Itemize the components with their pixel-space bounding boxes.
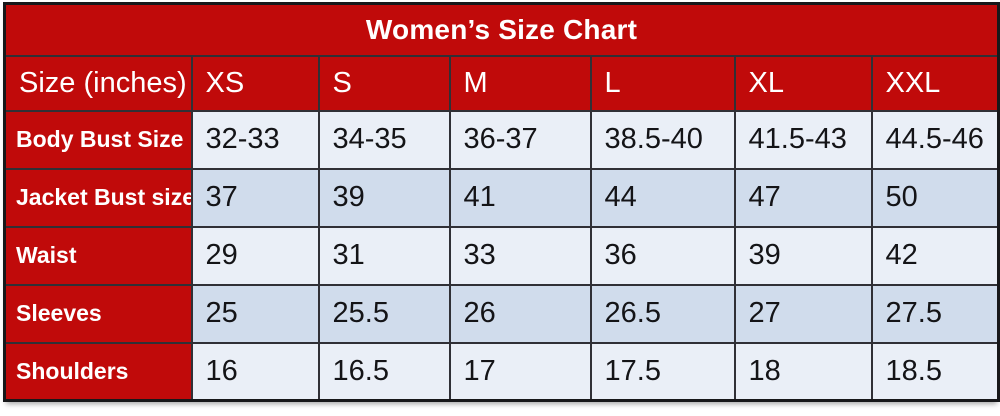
column-header-xxl: XXL <box>870 54 1000 112</box>
cell-shoulders-l: 17.5 <box>589 341 736 402</box>
cell-jacket-bust-xs: 37 <box>190 167 320 228</box>
cell-jacket-bust-m: 41 <box>448 167 592 228</box>
table-row-body-bust-size: Body Bust Size 32-33 34-35 36-37 38.5-40… <box>3 109 1000 170</box>
cell-shoulders-xs: 16 <box>190 341 320 402</box>
cell-sleeves-xxl: 27.5 <box>870 283 1000 344</box>
cell-jacket-bust-s: 39 <box>317 167 451 228</box>
cell-sleeves-m: 26 <box>448 283 592 344</box>
row-label-sleeves: Sleeves <box>3 283 193 344</box>
cell-waist-xs: 29 <box>190 225 320 286</box>
cell-body-bust-m: 36-37 <box>448 109 592 170</box>
table-row-jacket-bust-size: Jacket Bust size 37 39 41 44 47 50 <box>3 167 1000 228</box>
cell-shoulders-xxl: 18.5 <box>870 341 1000 402</box>
row-label-jacket-bust-size: Jacket Bust size <box>3 167 193 228</box>
column-header-m: M <box>448 54 592 112</box>
table-row-shoulders: Shoulders 16 16.5 17 17.5 18 18.5 <box>3 341 1000 402</box>
column-header-xs: XS <box>190 54 320 112</box>
cell-jacket-bust-l: 44 <box>589 167 736 228</box>
cell-sleeves-xs: 25 <box>190 283 320 344</box>
table-row-sleeves: Sleeves 25 25.5 26 26.5 27 27.5 <box>3 283 1000 344</box>
womens-size-chart-table: Women’s Size Chart Size (inches) XS S M … <box>3 2 1000 402</box>
cell-waist-xxl: 42 <box>870 225 1000 286</box>
column-header-l: L <box>589 54 736 112</box>
cell-shoulders-s: 16.5 <box>317 341 451 402</box>
cell-body-bust-l: 38.5-40 <box>589 109 736 170</box>
cell-sleeves-xl: 27 <box>733 283 873 344</box>
row-label-waist: Waist <box>3 225 193 286</box>
cell-sleeves-l: 26.5 <box>589 283 736 344</box>
cell-waist-s: 31 <box>317 225 451 286</box>
cell-shoulders-m: 17 <box>448 341 592 402</box>
column-header-xl: XL <box>733 54 873 112</box>
cell-sleeves-s: 25.5 <box>317 283 451 344</box>
cell-waist-l: 36 <box>589 225 736 286</box>
cell-waist-m: 33 <box>448 225 592 286</box>
column-header-s: S <box>317 54 451 112</box>
table-row-waist: Waist 29 31 33 36 39 42 <box>3 225 1000 286</box>
table-title-row: Women’s Size Chart <box>3 2 1000 57</box>
cell-body-bust-xs: 32-33 <box>190 109 320 170</box>
column-header-size-inches: Size (inches) <box>3 54 193 112</box>
row-label-shoulders: Shoulders <box>3 341 193 402</box>
cell-jacket-bust-xl: 47 <box>733 167 873 228</box>
cell-shoulders-xl: 18 <box>733 341 873 402</box>
table-title: Women’s Size Chart <box>3 2 1000 57</box>
cell-waist-xl: 39 <box>733 225 873 286</box>
cell-jacket-bust-xxl: 50 <box>870 167 1000 228</box>
row-label-body-bust-size: Body Bust Size <box>3 109 193 170</box>
cell-body-bust-xxl: 44.5-46 <box>870 109 1000 170</box>
table-header-row: Size (inches) XS S M L XL XXL <box>3 54 1000 112</box>
cell-body-bust-s: 34-35 <box>317 109 451 170</box>
cell-body-bust-xl: 41.5-43 <box>733 109 873 170</box>
